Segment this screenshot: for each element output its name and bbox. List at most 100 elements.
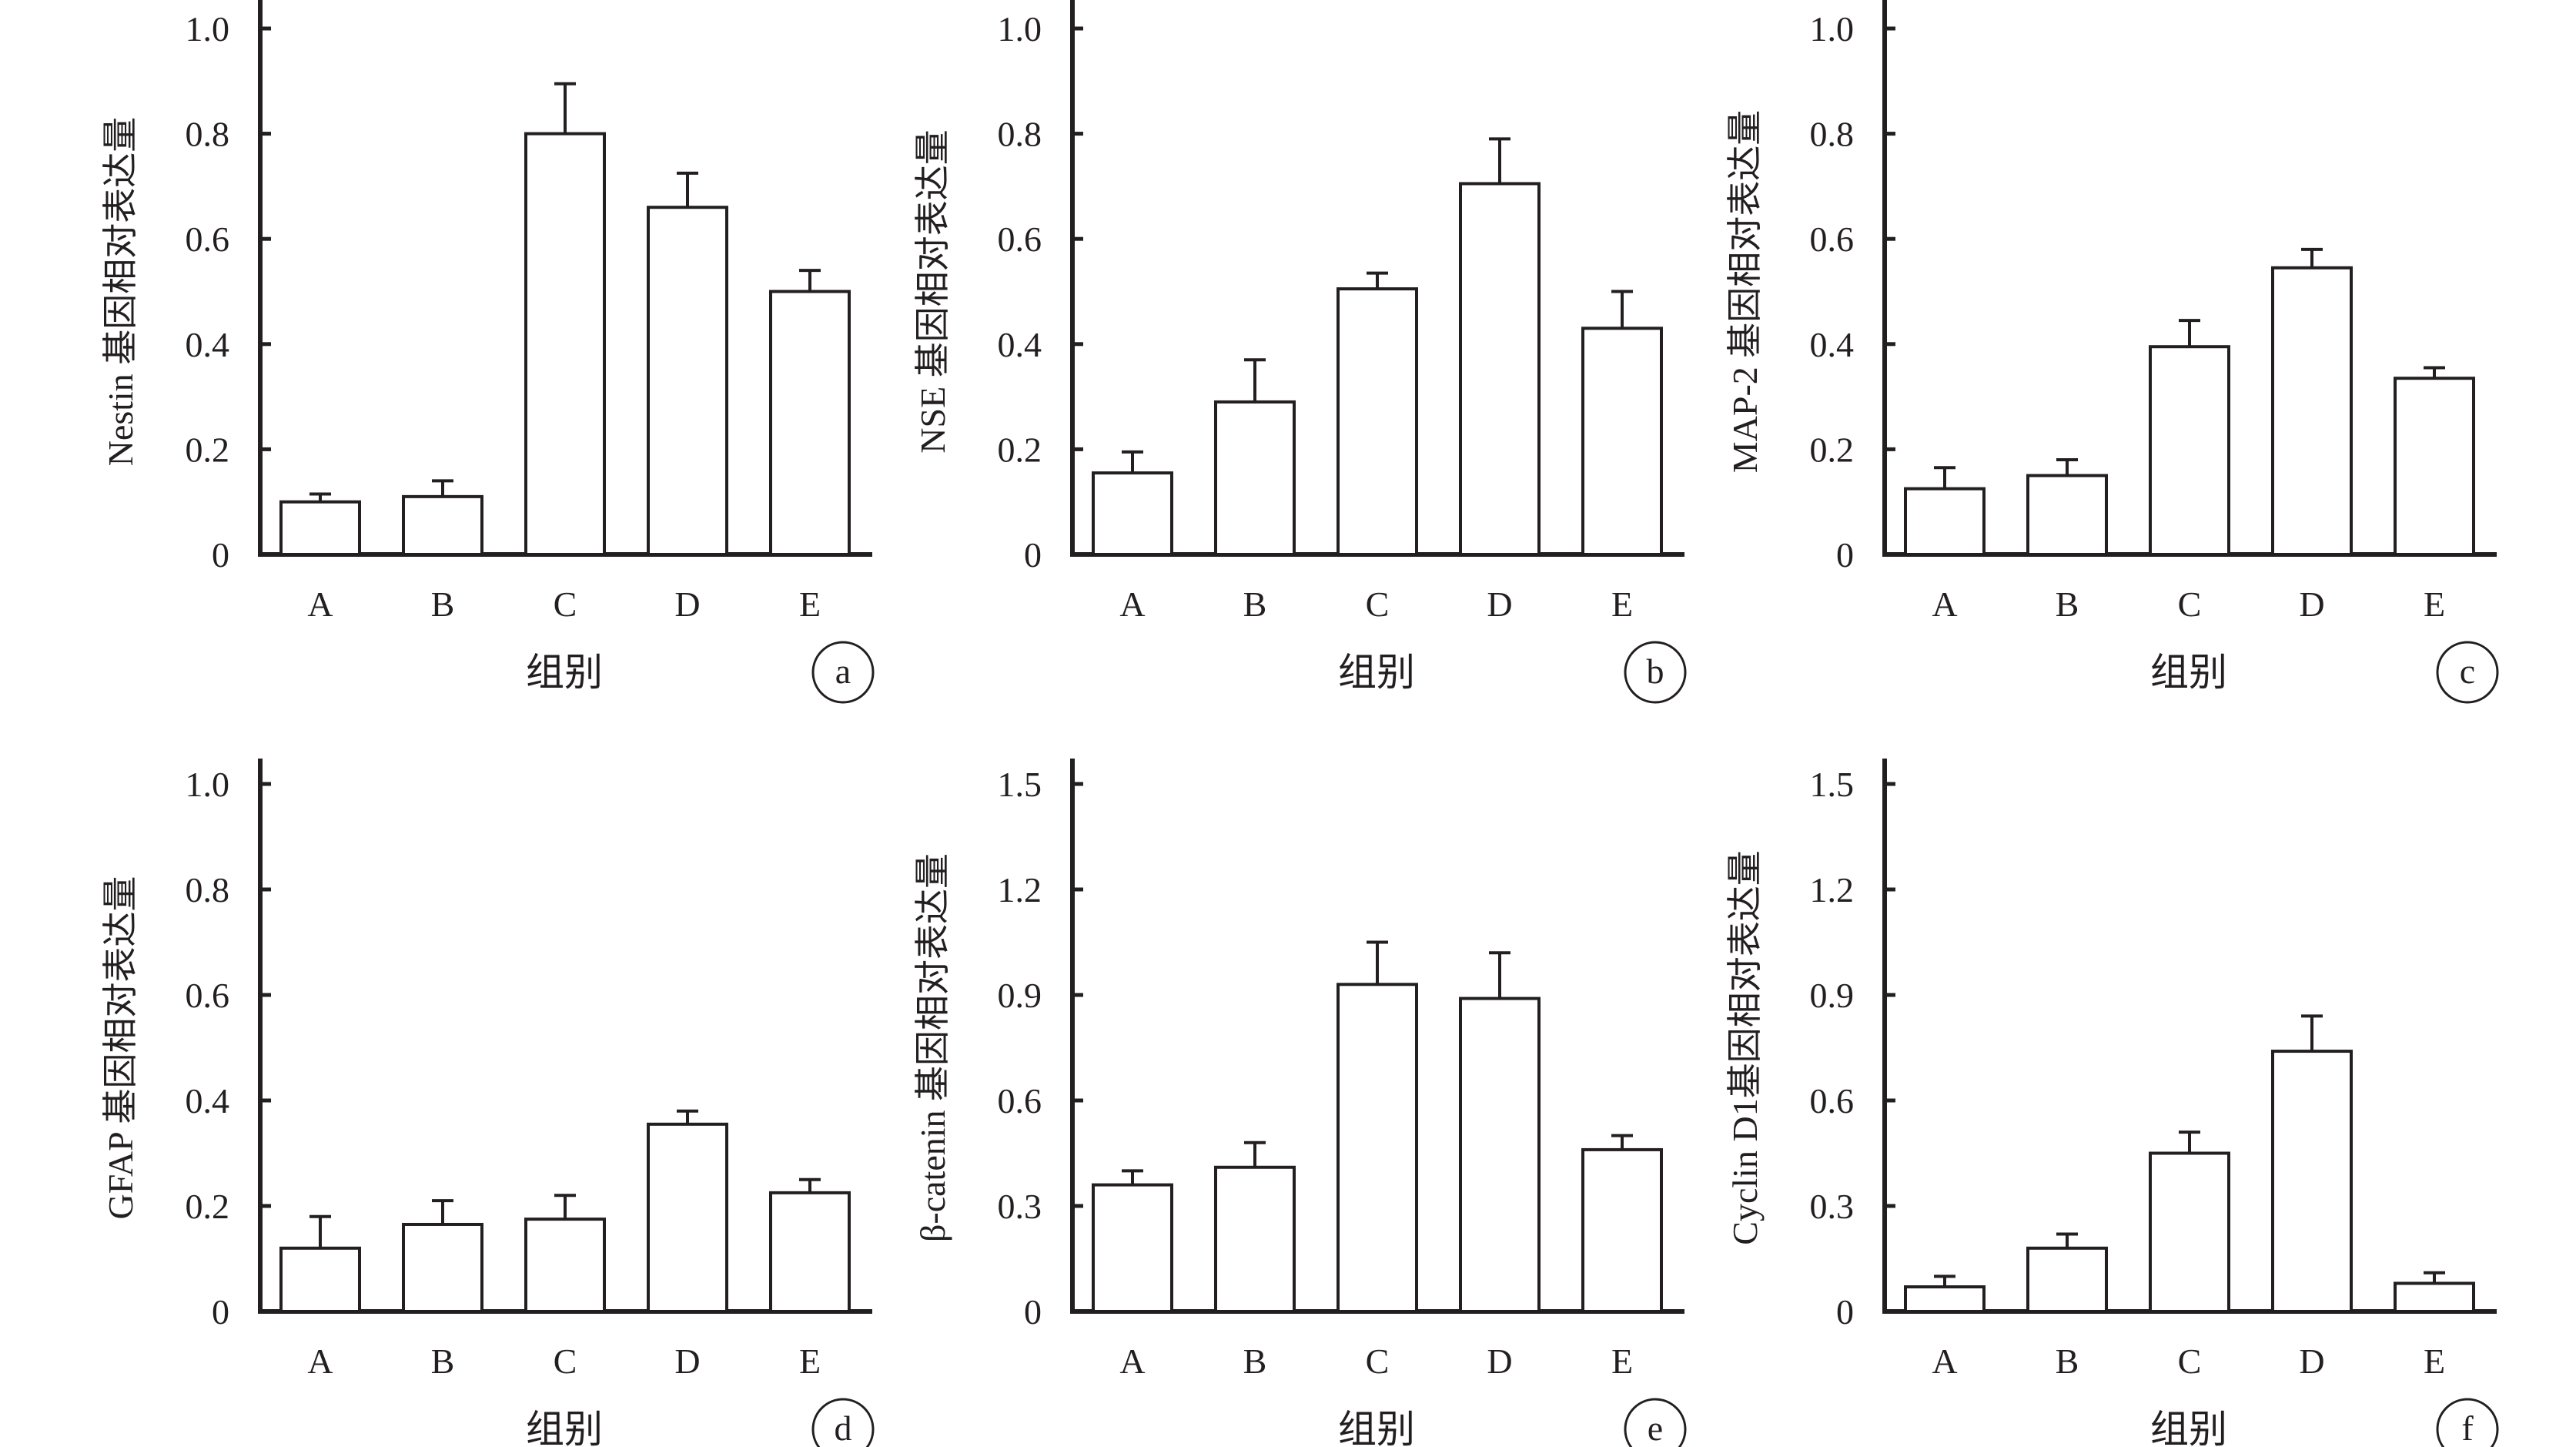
x-tick-label: E	[1611, 1341, 1633, 1381]
y-tick-label: 0	[1024, 1292, 1042, 1331]
panel-label: d	[835, 1408, 852, 1447]
y-tick-label: 0.6	[1810, 219, 1855, 259]
x-axis-label: 组别	[2150, 651, 2227, 694]
panel-label: c	[2460, 651, 2475, 691]
y-tick-label: 0.2	[998, 430, 1042, 469]
bar-E	[2394, 377, 2475, 556]
panel-e: 0 0.3 0.6 0.9 1.2 1.5 A B C D Eβ-catenin 基因相对表达量组别…	[913, 759, 1687, 1447]
bar-D	[2271, 1050, 2353, 1313]
y-tick-label: 0	[212, 1292, 229, 1331]
bar-B	[1214, 400, 1296, 556]
y-axis-label: Nestin 基因相对表达量	[101, 117, 140, 467]
x-tick-label: E	[799, 1341, 821, 1381]
x-axis-label: 组别	[1338, 651, 1415, 694]
bar-D	[1459, 996, 1541, 1313]
bar-E	[2394, 1281, 2475, 1314]
y-tick-label: 0.6	[186, 219, 230, 259]
y-tick-label: 0.4	[998, 325, 1042, 364]
x-tick-label: A	[307, 584, 333, 624]
bar-B	[402, 494, 483, 556]
y-tick-label: 0.4	[186, 325, 230, 364]
x-tick-label: C	[1366, 584, 1390, 624]
x-tick-label: E	[1611, 584, 1633, 624]
y-tick-label: 0.3	[998, 1187, 1042, 1226]
bar-D	[647, 206, 728, 556]
x-tick-label: B	[431, 584, 455, 624]
x-tick-label: C	[1366, 1341, 1390, 1381]
bar-E	[769, 1191, 851, 1313]
y-tick-label: 1.0	[186, 9, 230, 49]
y-tick-label: 1.5	[998, 765, 1042, 804]
y-tick-label: 0.2	[1810, 430, 1855, 469]
y-axis-label: NSE 基因相对表达量	[913, 129, 952, 453]
bar-C	[524, 132, 606, 557]
bar-A	[1904, 1285, 1986, 1313]
x-tick-label: B	[431, 1341, 455, 1381]
bar-D	[647, 1122, 728, 1313]
y-tick-label: 0.6	[998, 219, 1042, 259]
panel-label-circle	[2436, 1398, 2499, 1447]
y-tick-label: 1.0	[1810, 9, 1855, 49]
y-axis-label: MAP-2 基因相对表达量	[1725, 110, 1765, 474]
y-tick-label: 0.6	[998, 1081, 1042, 1120]
x-tick-label: B	[2056, 1341, 2079, 1381]
x-tick-label: D	[2299, 584, 2324, 624]
bar-D	[2271, 266, 2353, 556]
x-tick-label: A	[1119, 584, 1145, 624]
bar-C	[524, 1218, 606, 1313]
bar-C	[2149, 345, 2230, 556]
y-tick-label: 0.8	[186, 870, 230, 909]
bar-C	[1337, 287, 1418, 556]
y-tick-label: 0.6	[186, 976, 230, 1015]
x-tick-label: D	[1487, 1341, 1512, 1381]
panel-label: e	[1648, 1408, 1663, 1447]
y-tick-label: 1.2	[1810, 870, 1855, 909]
y-tick-label: 0.8	[998, 115, 1042, 154]
y-tick-label: 1.5	[1810, 765, 1855, 804]
y-tick-label: 0.9	[998, 976, 1042, 1015]
x-axis-label: 组别	[526, 651, 603, 694]
y-axis-label: GFAP 基因相对表达量	[101, 876, 140, 1220]
x-tick-label: D	[1487, 584, 1512, 624]
x-tick-label: E	[2424, 584, 2445, 624]
y-tick-label: 0.8	[1810, 115, 1855, 154]
y-tick-label: 0	[1836, 535, 1854, 574]
x-tick-label: D	[2299, 1341, 2324, 1381]
x-axis-label: 组别	[2150, 1408, 2227, 1447]
x-axis-label: 组别	[526, 1408, 603, 1447]
x-tick-label: E	[2424, 1341, 2445, 1381]
y-axis-label: Cyclin D1基因相对表达量	[1725, 850, 1765, 1244]
x-tick-label: D	[674, 1341, 700, 1381]
y-tick-label: 0	[1024, 535, 1042, 574]
y-tick-label: 1.0	[998, 9, 1042, 49]
bar-B	[2026, 1246, 2108, 1314]
bar-A	[279, 1246, 361, 1314]
bar-B	[402, 1222, 483, 1313]
bar-B	[2026, 474, 2108, 556]
x-tick-label: B	[2056, 584, 2079, 624]
x-tick-label: C	[2178, 584, 2202, 624]
bar-A	[1904, 487, 1986, 556]
y-tick-label: 0.3	[1810, 1187, 1855, 1226]
bar-A	[1092, 1183, 1173, 1313]
x-axis-label: 组别	[1338, 1408, 1415, 1447]
x-tick-label: C	[554, 1341, 577, 1381]
bar-D	[1459, 182, 1541, 557]
panel-label: a	[835, 651, 851, 691]
y-axis-label: β-catenin 基因相对表达量	[913, 853, 952, 1242]
panel-label-circle	[1624, 641, 1687, 704]
panel-label: f	[2461, 1408, 2474, 1447]
panel-label-circle	[1624, 1398, 1687, 1447]
x-tick-label: D	[674, 584, 700, 624]
x-tick-label: B	[1243, 1341, 1267, 1381]
bar-A	[1092, 471, 1173, 557]
y-tick-label: 0.6	[1810, 1081, 1855, 1120]
y-tick-label: 0.9	[1810, 976, 1855, 1015]
bar-C	[2149, 1151, 2230, 1313]
bar-B	[1214, 1165, 1296, 1314]
